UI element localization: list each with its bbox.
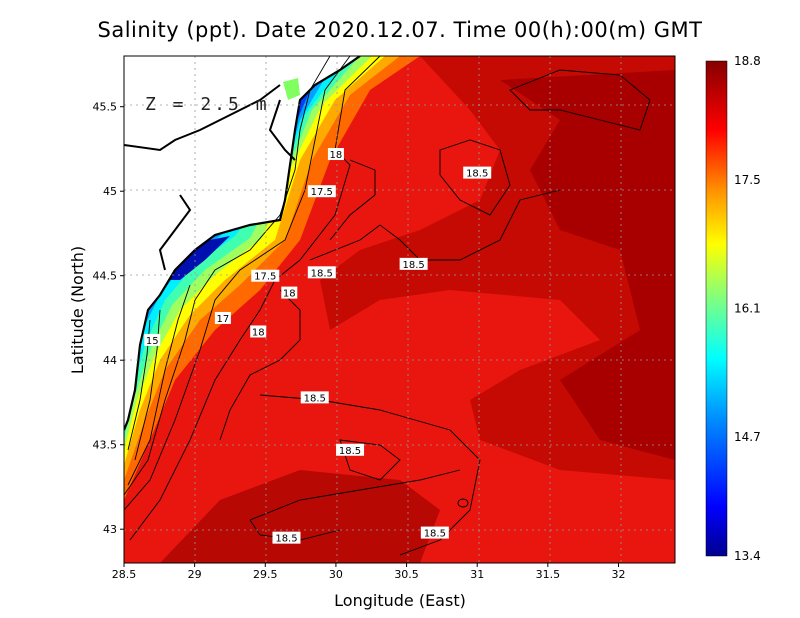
contour-label: 18.5 xyxy=(339,446,361,457)
y-axis-label: Latitude (North) xyxy=(68,246,87,374)
contour-18-north xyxy=(329,159,376,241)
contour-label: 18 xyxy=(252,327,265,338)
y-tick-label: 43 xyxy=(103,523,117,536)
x-tick-label: 31 xyxy=(470,568,484,581)
contour-label-box xyxy=(307,185,336,198)
map-title: Salinity (ppt). Date 2020.12.07. Time 00… xyxy=(97,18,703,42)
colorbar xyxy=(705,60,728,557)
contour-17 xyxy=(124,56,331,496)
x-axis-label: Longitude (East) xyxy=(334,591,466,610)
high-salinity-core xyxy=(500,70,675,460)
x-tick-label: 28.5 xyxy=(112,568,137,581)
y-tick-label: 44.5 xyxy=(93,270,118,283)
x-tick-label: 32 xyxy=(611,568,625,581)
contour-18-5-loop xyxy=(249,469,461,521)
colorbar-tick-label: 17.5 xyxy=(734,173,761,187)
y-axis-ticks: 43 43.5 44 44.5 45 45.5 xyxy=(93,101,124,536)
contour-label: 18.5 xyxy=(275,534,297,545)
x-tick-label: 29 xyxy=(188,568,202,581)
contour-label-box xyxy=(307,266,336,279)
colorbar-tick-label: 18.8 xyxy=(734,54,761,68)
contour-18-5-north xyxy=(439,139,511,216)
contour-label-box xyxy=(300,391,329,404)
land-border xyxy=(124,84,296,271)
colorbar-ticks: 18.8 17.5 16.1 14.7 13.4 xyxy=(734,54,761,563)
contour-label-box xyxy=(336,443,365,456)
contour-label-box xyxy=(281,286,298,299)
contour-label: 18.5 xyxy=(311,268,333,279)
contour-label: 18 xyxy=(330,150,343,161)
x-axis-ticks: 28.5 29 29.5 30 30.5 31 31.5 32 xyxy=(112,563,625,581)
contour-label-box xyxy=(327,148,344,161)
contour-label-box xyxy=(399,257,428,270)
contour-label: 18 xyxy=(283,289,296,300)
contour-label: 18.5 xyxy=(402,260,424,271)
contour-label: 17.5 xyxy=(254,272,276,283)
land xyxy=(124,56,360,430)
y-tick-label: 44 xyxy=(103,354,117,367)
x-tick-label: 30.5 xyxy=(394,568,419,581)
contour-label: 18.5 xyxy=(466,169,488,180)
plot-frame xyxy=(123,55,676,564)
y-tick-label: 45 xyxy=(103,185,117,198)
contour-label-box xyxy=(272,531,301,544)
colorbar-tick-label: 16.1 xyxy=(734,302,761,316)
contour-label-box xyxy=(250,325,267,338)
x-tick-label: 29.5 xyxy=(253,568,278,581)
contour-label-box xyxy=(251,269,280,282)
contour-18-5-ne xyxy=(509,69,651,131)
contour-label-box xyxy=(463,166,492,179)
contour-16 xyxy=(134,309,161,461)
contour-label: 15 xyxy=(146,336,159,347)
x-tick-label: 31.5 xyxy=(536,568,561,581)
y-tick-label: 45.5 xyxy=(93,101,118,114)
grid-lines xyxy=(124,56,675,563)
coastline xyxy=(124,56,361,431)
colorbar-tick-label: 14.7 xyxy=(734,430,761,444)
contour-label: 17.5 xyxy=(311,187,333,198)
contour-label-box xyxy=(214,311,231,324)
contour-label: 17 xyxy=(217,314,230,325)
contour-17-5 xyxy=(124,56,351,511)
depth-label: Z = 2.5 m xyxy=(145,94,270,115)
contour-label: 18.5 xyxy=(304,393,326,404)
colorbar-tick-label: 13.4 xyxy=(734,549,761,563)
salinity-field: 18 17.5 18.5 18.5 17.5 18.5 18 17 18 15 18.5 18.5 18… xyxy=(124,56,675,563)
contour-label: 18.5 xyxy=(424,529,446,540)
high-salinity-south xyxy=(160,470,440,563)
contour-18-5-small xyxy=(457,498,469,508)
contour-labels: 18 17.5 18.5 18.5 17.5 18.5 18 17 18 15 18.5 18.5 18… xyxy=(144,148,492,545)
contour-16-5 xyxy=(127,284,191,486)
y-tick-label: 43.5 xyxy=(93,439,118,452)
band-darkblue xyxy=(165,236,230,280)
contour-label-box xyxy=(420,526,449,539)
contour-18-5-sw-loop xyxy=(339,439,401,481)
x-tick-label: 30 xyxy=(329,568,343,581)
coastal-green-patch xyxy=(283,78,300,100)
contour-label-box xyxy=(144,333,161,346)
